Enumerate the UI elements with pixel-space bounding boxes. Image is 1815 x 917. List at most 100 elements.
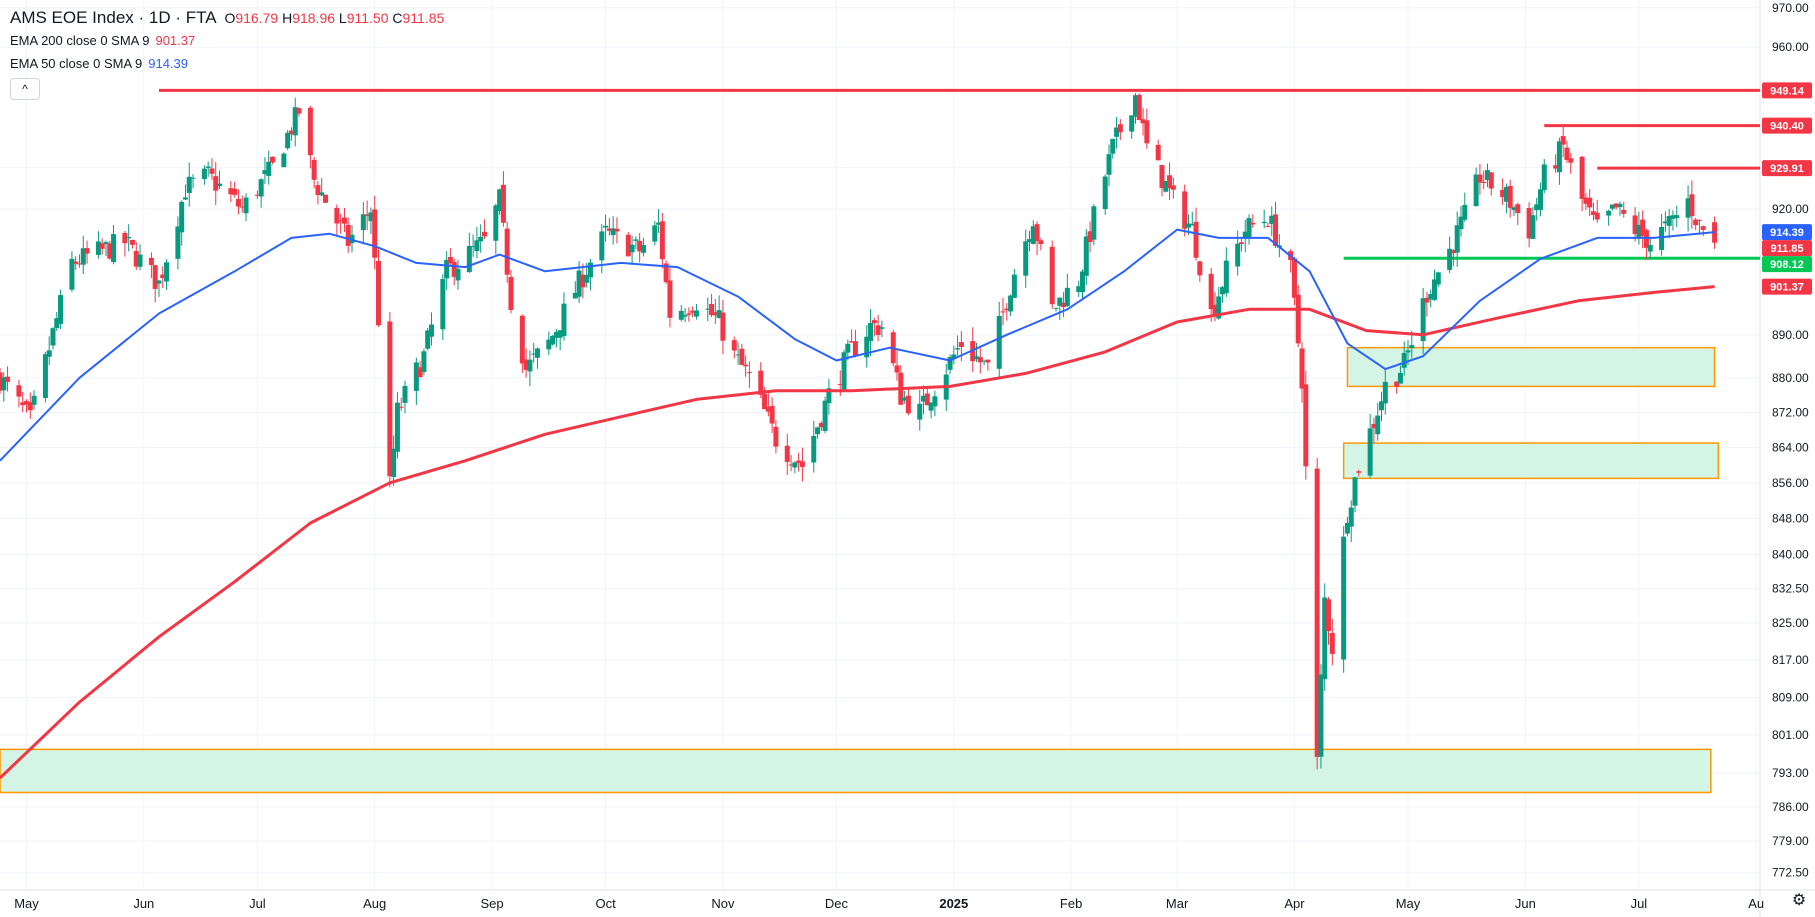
x-tick-label: Dec — [825, 896, 849, 911]
candle-body — [1530, 215, 1536, 239]
candle-body — [270, 156, 276, 163]
candle-body — [1447, 248, 1453, 270]
ema200-label[interactable]: EMA 200 close 0 SMA 9 — [10, 33, 150, 48]
legend-ema200-row[interactable]: EMA 200 close 0 SMA 9 901.37 — [10, 29, 444, 52]
symbol-title[interactable]: AMS EOE Index · 1D · FTA — [10, 8, 217, 27]
price-tag — [1762, 256, 1812, 273]
y-tick-label: 809.00 — [1772, 690, 1809, 704]
price-tag — [1762, 82, 1812, 99]
y-tick-label: 840.00 — [1772, 547, 1809, 561]
candle-body — [1689, 194, 1695, 217]
candle-body — [186, 176, 192, 193]
candle-body — [281, 153, 287, 168]
support-zone — [0, 748, 1712, 794]
x-tick-label: Jul — [249, 896, 266, 911]
candle-body — [76, 263, 82, 265]
candle-body — [659, 221, 665, 260]
candle-body — [1208, 273, 1214, 310]
candle-body — [652, 225, 658, 242]
candle-body — [201, 168, 207, 179]
candle-body — [451, 261, 457, 277]
candle-body — [765, 407, 771, 412]
candle-body — [1064, 287, 1070, 307]
candle-body — [958, 342, 964, 348]
candle-body — [413, 362, 419, 391]
candle-body — [307, 107, 313, 156]
y-tick-label: 920.00 — [1772, 202, 1809, 216]
candle-body — [928, 402, 934, 411]
chart-legend: AMS EOE Index · 1D · FTA O916.79 H918.96… — [10, 6, 444, 75]
candle-body — [599, 231, 605, 261]
candle-body — [1322, 597, 1328, 680]
candle-body — [243, 197, 249, 214]
candle-body — [372, 209, 378, 258]
candle-body — [1087, 231, 1093, 243]
candle-body — [1394, 381, 1400, 387]
candle-body — [1326, 599, 1332, 632]
candle-body — [1583, 197, 1589, 204]
candle-body — [1023, 241, 1029, 276]
legend-ema50-row[interactable]: EMA 50 close 0 SMA 9 914.39 — [10, 52, 444, 75]
candle-body — [845, 343, 851, 353]
candle-body — [1424, 297, 1430, 303]
candle-body — [1590, 211, 1596, 216]
y-tick-label: 960.00 — [1772, 40, 1809, 54]
legend-symbol-row[interactable]: AMS EOE Index · 1D · FTA O916.79 H918.96… — [10, 6, 444, 29]
price-tag-label: 901.37 — [1770, 282, 1804, 294]
candle-body — [1061, 302, 1067, 308]
candle-body — [1144, 120, 1150, 144]
candle-body — [493, 205, 499, 241]
candle-body — [1318, 674, 1324, 757]
y-tick-label: 832.50 — [1772, 582, 1809, 596]
candle-body — [1537, 189, 1543, 210]
candle-body — [345, 224, 351, 246]
candle-body — [902, 397, 908, 401]
candle-body — [746, 372, 752, 374]
candle-body — [398, 406, 404, 408]
y-tick-label: 801.00 — [1772, 728, 1809, 742]
ema50-label[interactable]: EMA 50 close 0 SMA 9 — [10, 56, 143, 71]
candle-body — [323, 194, 329, 203]
candle-body — [977, 357, 983, 363]
price-tag-label: 908.12 — [1770, 259, 1804, 271]
ema200-value: 901.37 — [155, 33, 196, 48]
candle-body — [1371, 423, 1377, 429]
legend-collapse-button[interactable]: ^ — [10, 78, 40, 100]
candle-body — [731, 340, 737, 351]
candle-body — [254, 194, 260, 196]
candle-body — [815, 427, 821, 435]
candle-body — [1454, 225, 1460, 253]
candle-body — [1515, 204, 1521, 214]
candle-body — [606, 228, 612, 231]
candle-body — [394, 402, 400, 452]
support-zone — [1346, 346, 1716, 388]
candle-body — [614, 228, 620, 232]
candle-body — [1106, 154, 1112, 175]
candle-body — [1341, 536, 1347, 660]
candle-body — [1405, 350, 1411, 353]
candle-body — [0, 372, 3, 391]
candle-body — [519, 315, 525, 364]
y-tick-label: 786.00 — [1772, 800, 1809, 814]
candle-body — [1382, 381, 1388, 404]
candle-body — [762, 393, 768, 410]
candle-body — [1420, 298, 1426, 342]
candle-body — [217, 183, 223, 187]
candle-body — [576, 270, 582, 297]
candle-body — [875, 325, 881, 336]
candle-body — [1647, 244, 1653, 252]
settings-button[interactable]: ⚙ — [1789, 891, 1809, 911]
candle-body — [1102, 176, 1108, 210]
candle-body — [1030, 226, 1036, 244]
candle-body — [837, 384, 843, 386]
candle-body — [160, 274, 166, 278]
price-tag — [1762, 224, 1812, 241]
candle-body — [319, 192, 325, 196]
candle-body — [1553, 165, 1559, 169]
candle-body — [1303, 384, 1309, 467]
candle-body — [421, 351, 427, 372]
x-tick-label: Jun — [1515, 896, 1536, 911]
y-tick-label: 825.00 — [1772, 616, 1809, 630]
candle-body — [1091, 206, 1097, 240]
